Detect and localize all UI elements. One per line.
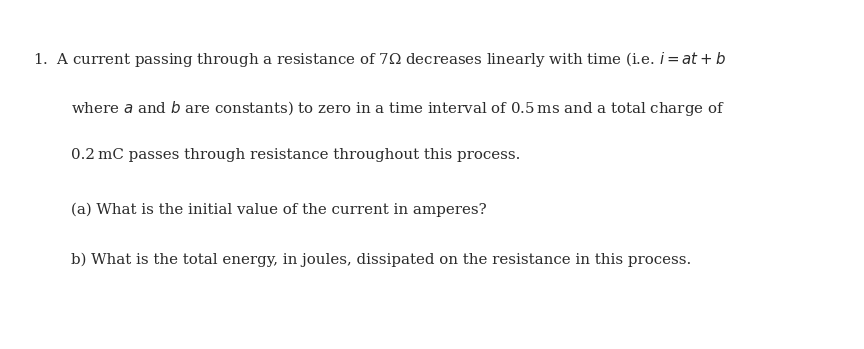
Text: (a) What is the initial value of the current in amperes?: (a) What is the initial value of the cur…	[71, 202, 486, 217]
Text: 1.  A current passing through a resistance of 7Ω decreases linearly with time (i: 1. A current passing through a resistanc…	[33, 50, 726, 69]
Text: where $a$ and $b$ are constants) to zero in a time interval of 0.5 ms and a tota: where $a$ and $b$ are constants) to zero…	[71, 99, 725, 118]
Text: b) What is the total energy, in joules, dissipated on the resistance in this pro: b) What is the total energy, in joules, …	[71, 253, 691, 267]
Text: 0.2 mC passes through resistance throughout this process.: 0.2 mC passes through resistance through…	[71, 148, 520, 162]
